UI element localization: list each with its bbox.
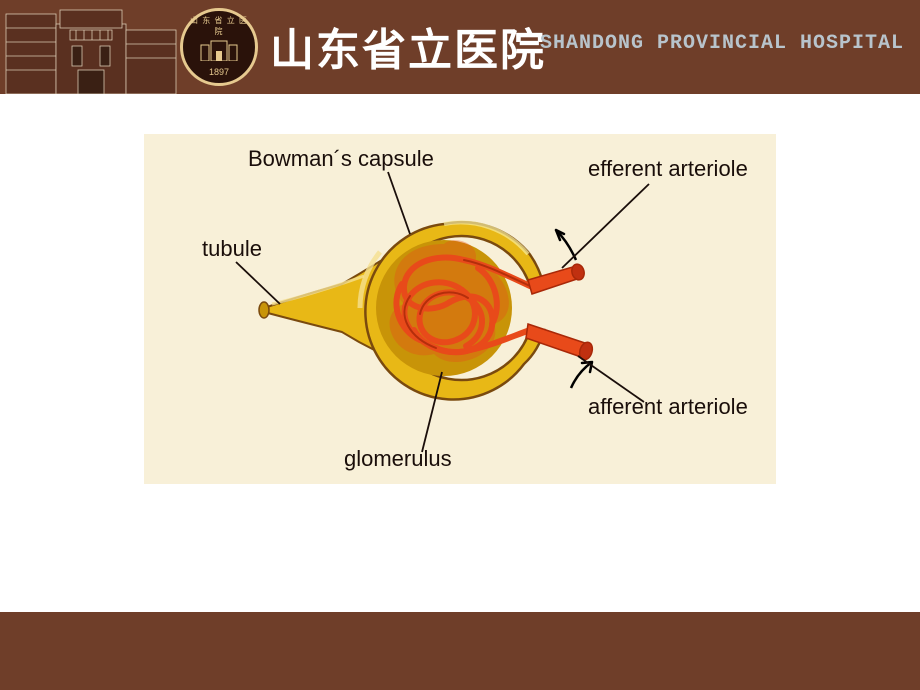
logo-top-text: 山 东 省 立 医 院	[189, 15, 249, 37]
diagram-svg	[144, 134, 776, 484]
hospital-name-en: SHANDONG PROVINCIAL HOSPITAL	[540, 32, 904, 55]
logo-year: 1897	[209, 67, 229, 77]
header-bar: 山 东 省 立 医 院 1897 山东省立医院 SHANDONG PROVINC…	[0, 0, 920, 94]
nephron-diagram: Bowman´s capsule efferent arteriole tubu…	[144, 134, 776, 484]
label-bowmans: Bowman´s capsule	[248, 146, 434, 172]
hospital-building-art	[0, 0, 180, 94]
label-efferent: efferent arteriole	[588, 156, 748, 182]
hospital-name-cn: 山东省立医院	[270, 14, 546, 78]
label-afferent: afferent arteriole	[588, 394, 748, 420]
flow-arrows	[556, 230, 592, 388]
label-glomerulus: glomerulus	[344, 446, 452, 472]
tubule-shape	[259, 260, 382, 354]
glomerulus-shape	[376, 240, 530, 376]
logo-building-icon	[199, 39, 239, 61]
footer-bar	[0, 612, 920, 690]
hospital-logo: 山 东 省 立 医 院 1897	[180, 8, 258, 86]
label-tubule: tubule	[202, 236, 262, 262]
